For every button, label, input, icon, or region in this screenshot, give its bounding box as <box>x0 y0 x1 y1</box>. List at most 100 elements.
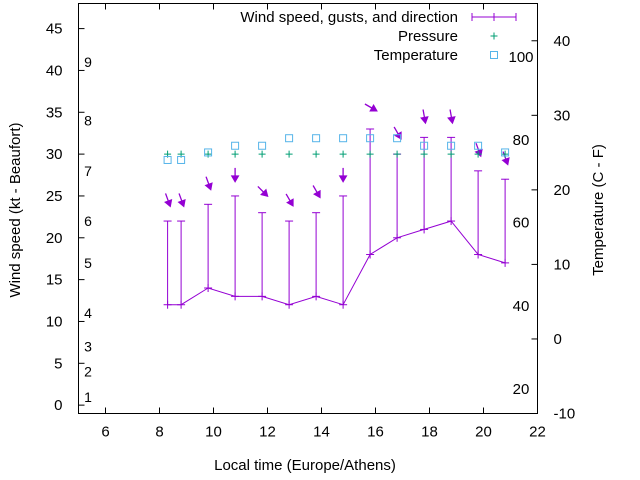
wind-speed-line <box>167 220 506 306</box>
fahrenheit-label: 100 <box>508 49 533 66</box>
y-left-tick-label: 20 <box>46 230 63 247</box>
y-right-tick-label: 10 <box>554 256 571 273</box>
beaufort-label: 1 <box>84 389 92 405</box>
y-left-tick-label: 40 <box>46 62 63 79</box>
wind-direction-arrow <box>393 126 402 140</box>
pressure-marker <box>204 150 212 158</box>
wind-arrow-head <box>394 131 402 140</box>
y-right-tick-label: 30 <box>554 107 571 124</box>
temperature-marker <box>474 141 483 150</box>
x-tick-label: 16 <box>367 424 384 441</box>
x-tick-label: 14 <box>313 424 330 441</box>
wind-arrow-head <box>447 116 456 125</box>
y-left-tick-label: 35 <box>46 104 63 121</box>
wind-arrow-head <box>420 116 429 125</box>
legend-swatch-temperature <box>490 51 498 59</box>
temperature-marker <box>501 148 510 157</box>
y-left-tick-label: 15 <box>46 272 63 289</box>
x-tick-label: 6 <box>101 424 109 441</box>
wind-direction-arrow <box>177 193 186 208</box>
temperature-marker <box>231 141 240 150</box>
temperature-marker <box>366 134 375 143</box>
pressure-marker <box>312 150 320 158</box>
x-axis-label: Local time (Europe/Athens) <box>214 457 396 474</box>
y-left-tick-label: 30 <box>46 146 63 163</box>
y-left-tick-label: 5 <box>54 355 62 372</box>
wind-direction-arrow <box>420 109 429 125</box>
x-tick-label: 12 <box>259 424 276 441</box>
temperature-marker <box>339 134 348 143</box>
legend-label-temperature: Temperature <box>374 47 458 64</box>
wind-arrow-head <box>164 199 173 208</box>
beaufort-label: 5 <box>84 255 92 271</box>
y-left-tick-label: 25 <box>46 188 63 205</box>
beaufort-label: 4 <box>84 305 92 321</box>
wind-direction-arrow <box>164 193 173 208</box>
plot-frame <box>78 3 538 414</box>
wind-arrow-head <box>474 148 483 158</box>
fahrenheit-label: 80 <box>513 132 530 149</box>
y-right-tick-label: -10 <box>554 406 576 423</box>
temperature-marker <box>312 134 321 143</box>
fahrenheit-label: 60 <box>513 215 530 232</box>
wind-arrow-head <box>177 199 186 208</box>
wind-direction-arrow <box>285 193 294 207</box>
temperature-marker <box>447 141 456 150</box>
wind-arrow-head <box>501 157 510 166</box>
fahrenheit-label: 20 <box>513 381 530 398</box>
pressure-marker <box>258 150 266 158</box>
fahrenheit-label: 40 <box>513 298 530 315</box>
pressure-marker <box>366 150 374 158</box>
wind-arrow-head <box>369 103 378 112</box>
y-left-tick-label: 45 <box>46 21 63 38</box>
y-left-tick-label: 10 <box>46 313 63 330</box>
pressure-marker <box>339 150 347 158</box>
x-tick-label: 18 <box>421 424 438 441</box>
y-axis-label-right: Temperature (C - F) <box>590 144 607 276</box>
legend-label-wind: Wind speed, gusts, and direction <box>240 9 458 26</box>
wind-direction-arrow <box>338 167 348 183</box>
data-marks <box>163 103 510 309</box>
axis-ticks: 6 8 10 12 14 16 18 20 22051015202530354045-10010… <box>46 3 576 441</box>
x-tick-label: 10 <box>205 424 222 441</box>
temperature-marker <box>204 148 213 157</box>
beaufort-label: 9 <box>84 54 92 70</box>
x-tick-label: 20 <box>475 424 492 441</box>
wind-direction-arrow <box>447 109 456 125</box>
pressure-marker <box>474 150 482 158</box>
beaufort-label: 6 <box>84 213 92 229</box>
wind-direction-arrow <box>257 185 269 198</box>
temperature-marker <box>258 141 267 150</box>
wind-direction-arrow <box>204 176 213 191</box>
temperature-marker <box>285 134 294 143</box>
pressure-marker <box>393 150 401 158</box>
y-right-tick-label: 0 <box>554 331 562 348</box>
legend-swatch-pressure <box>490 32 498 40</box>
temperature-marker <box>177 155 186 164</box>
pressure-marker <box>285 150 293 158</box>
pressure-marker <box>447 150 455 158</box>
temperature-marker <box>393 134 402 143</box>
wind-direction-arrow <box>364 103 378 112</box>
x-tick-label: 8 <box>155 424 163 441</box>
wind-direction-arrow <box>312 185 321 199</box>
beaufort-label: 8 <box>84 113 92 129</box>
beaufort-label: 3 <box>84 339 92 355</box>
wind-direction-arrow <box>230 167 240 183</box>
y-right-tick-label: 40 <box>554 33 571 50</box>
beaufort-label: 7 <box>84 163 92 179</box>
wind-arrow-head <box>230 175 240 183</box>
wind-arrow-head <box>338 175 348 183</box>
y-left-tick-label: 0 <box>54 397 62 414</box>
pressure-marker <box>501 150 509 158</box>
legend-label-pressure: Pressure <box>398 28 458 45</box>
pressure-marker <box>420 150 428 158</box>
legend: Wind speed, gusts, and direction Pressur… <box>240 9 517 64</box>
wind-arrow-head <box>313 189 321 199</box>
x-tick-label: 22 <box>529 424 546 441</box>
wind-arrow-head <box>286 198 294 207</box>
wind-arrow-head <box>260 188 269 198</box>
temperature-marker <box>163 155 172 164</box>
